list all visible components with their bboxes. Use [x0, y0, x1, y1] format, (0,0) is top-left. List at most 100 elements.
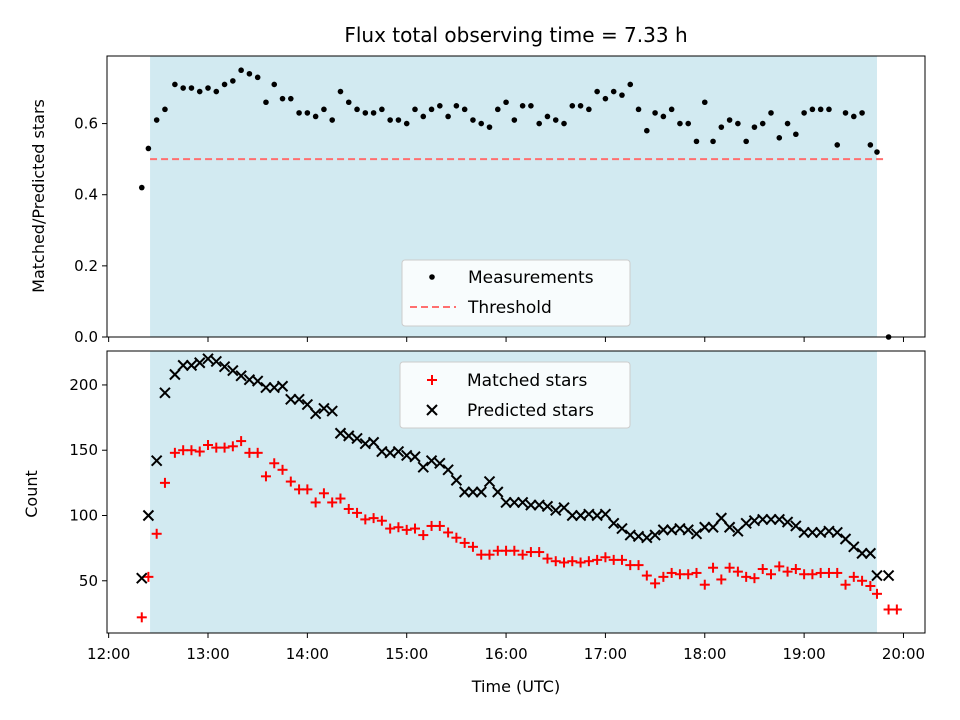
- measurement-point: [172, 81, 178, 88]
- predicted-star-point: [790, 520, 802, 532]
- measurement-point: [610, 88, 617, 95]
- measurement-point: [271, 81, 278, 88]
- y-tick-label: 0.0: [74, 328, 98, 346]
- x-stroke: [871, 569, 883, 582]
- measurement-point: [329, 117, 335, 123]
- x-stroke: [285, 393, 297, 406]
- matched-star-point: [236, 436, 247, 447]
- legend-label: Measurements: [468, 268, 594, 288]
- measurement-point: [660, 113, 667, 120]
- x-stroke: [707, 521, 719, 533]
- matched-star-point: [542, 553, 553, 564]
- matched-star-point: [368, 513, 379, 524]
- measurement-point: [619, 92, 625, 98]
- x-stroke: [715, 512, 728, 524]
- predicted-star-point: [798, 526, 810, 539]
- measurement-point: [826, 106, 832, 113]
- x-stroke: [293, 393, 305, 406]
- measurement-point: [735, 120, 741, 127]
- x-stroke: [690, 528, 703, 540]
- matched-star-point: [716, 574, 727, 585]
- y-tick-label: 200: [69, 376, 98, 394]
- predicted-star-point: [251, 375, 264, 387]
- matched-star-point: [343, 503, 354, 514]
- matched-star-point: [807, 569, 818, 580]
- matched-star-point: [691, 567, 702, 578]
- x-stroke: [765, 513, 777, 526]
- x-axis-label: Time (UTC): [471, 677, 560, 696]
- measurement-point: [602, 95, 609, 102]
- measurement-point: [230, 78, 236, 84]
- x-stroke: [748, 515, 761, 527]
- x-stroke: [682, 524, 694, 536]
- measurement-point: [337, 88, 344, 95]
- predicted-star-point: [142, 509, 155, 522]
- x-tick-label: 15:00: [385, 645, 428, 663]
- matched-star-point: [186, 445, 197, 456]
- measurement-point: [677, 120, 683, 127]
- measurement-point: [387, 117, 393, 123]
- matched-star-point: [260, 471, 271, 482]
- matched-star-point: [683, 569, 694, 580]
- matched-star-point: [757, 564, 768, 575]
- measurement-point: [470, 117, 476, 123]
- matched-star-point: [550, 556, 561, 567]
- predicted-star-point: [218, 360, 231, 373]
- predicted-star-point: [301, 398, 314, 411]
- matched-star-point: [427, 375, 437, 385]
- x-stroke: [425, 454, 438, 467]
- matched-star-point: [600, 552, 611, 563]
- predicted-star-point: [159, 387, 171, 399]
- measurement-point: [652, 110, 658, 116]
- matched-star-point: [285, 476, 296, 487]
- matched-star-point: [749, 573, 760, 584]
- x-stroke: [367, 436, 380, 449]
- x-stroke: [251, 375, 264, 387]
- x-stroke: [781, 516, 794, 528]
- x-stroke: [384, 447, 396, 459]
- measurement-point: [145, 145, 152, 152]
- x-stroke: [409, 451, 421, 463]
- x-stroke: [649, 529, 661, 541]
- x-stroke: [591, 509, 603, 522]
- x-stroke: [492, 486, 504, 498]
- x-stroke: [508, 496, 521, 509]
- legend-box: [399, 361, 631, 429]
- x-stroke: [657, 524, 670, 536]
- measurement-point: [519, 102, 526, 109]
- predicted-star-point: [856, 547, 868, 560]
- matched-star-point: [666, 567, 677, 578]
- measurement-point: [536, 120, 542, 127]
- measurement-point: [759, 120, 766, 127]
- predicted-star-point: [450, 474, 463, 486]
- x-stroke: [210, 355, 222, 368]
- predicted-star-point: [550, 504, 562, 516]
- matched-star-point: [327, 497, 338, 508]
- x-stroke: [260, 381, 272, 394]
- predicted-star-point: [235, 370, 247, 382]
- measurement-point: [528, 102, 534, 109]
- x-stroke: [136, 572, 148, 584]
- predicted-star-point: [566, 509, 579, 522]
- measurement-point: [445, 113, 451, 120]
- x-stroke: [142, 509, 155, 522]
- predicted-star-point: [508, 496, 521, 509]
- x-stroke: [856, 547, 868, 560]
- measurement-point: [354, 106, 360, 113]
- measurement-point: [793, 131, 799, 138]
- x-stroke: [541, 500, 554, 513]
- matched-star-point: [832, 567, 843, 578]
- matched-star-point: [633, 560, 644, 571]
- measurement-point: [776, 135, 783, 141]
- matched-star-point: [136, 612, 147, 623]
- predicted-star-point: [136, 572, 148, 584]
- x-stroke: [882, 569, 895, 582]
- measurement-point: [321, 106, 327, 113]
- matched-star-point: [418, 530, 429, 541]
- predicted-star-point: [434, 457, 446, 469]
- measurement-point: [834, 142, 841, 148]
- measurement-point: [205, 85, 211, 91]
- x-stroke: [450, 474, 463, 486]
- matched-star-point: [277, 464, 288, 475]
